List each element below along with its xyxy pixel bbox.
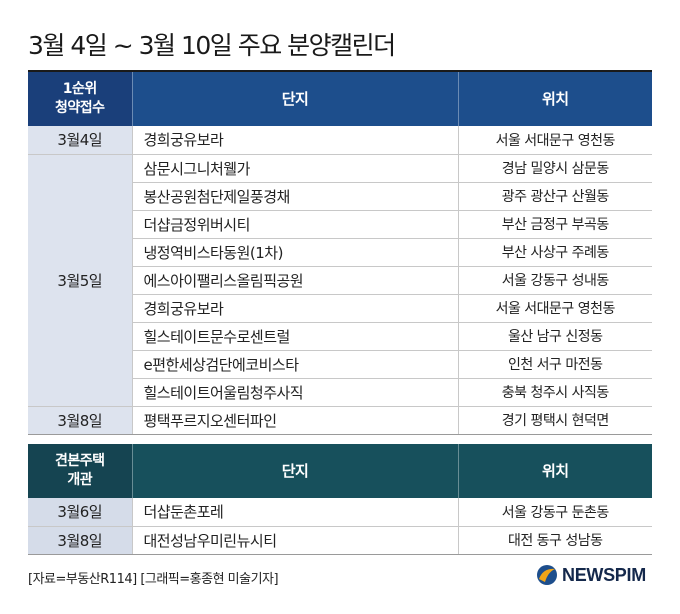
location-cell: 인천 서구 마전동	[457, 350, 652, 379]
location-cell: 대전 동구 성남동	[457, 526, 652, 555]
complex-name: 봉산공원첨단제일풍경채	[132, 182, 458, 211]
header-subscription-date: 1순위 청약접수	[28, 72, 132, 126]
table-row: 힐스테이트어울림청주사직 충북 청주시 사직동	[28, 378, 652, 407]
newspim-logo-icon	[537, 565, 557, 585]
header-model-house-line2: 개관	[67, 472, 93, 488]
table-row: 경희궁유보라 서울 서대문구 영천동	[28, 294, 652, 323]
header-location: 위치	[457, 444, 652, 498]
table-row: 3월5일 삼문시그니처웰가 경남 밀양시 삼문동	[28, 154, 652, 407]
location-cell: 광주 광산구 산월동	[457, 182, 652, 211]
location-cell: 서울 서대문구 영천동	[457, 126, 652, 155]
page-title: 3월 4일 ~ 3월 10일 주요 분양캘린더	[28, 31, 396, 60]
table-row: 봉산공원첨단제일풍경채 광주 광산구 산월동	[28, 182, 652, 211]
location-cell: 경남 밀양시 삼문동	[457, 154, 652, 183]
table-row: 더샵금정위버시티 부산 금정구 부곡동	[28, 210, 652, 239]
complex-name: 냉정역비스타동원(1차)	[132, 238, 458, 267]
table-row: 3월8일 평택푸르지오센터파인 경기 평택시 현덕면	[28, 406, 652, 435]
location-cell: 부산 금정구 부곡동	[457, 210, 652, 239]
complex-name: 에스아이팰리스올림픽공원	[132, 266, 458, 295]
brand-name: NEWSPIM	[562, 564, 646, 585]
brand-logo: NEWSPIM	[536, 564, 646, 586]
complex-name: 평택푸르지오센터파인	[132, 406, 458, 435]
date-cell: 3월6일	[28, 498, 133, 527]
table-row: 3월4일 경희궁유보라 서울 서대문구 영천동	[28, 126, 652, 155]
title-divider	[28, 70, 652, 72]
header-subscription-date-line2: 청약접수	[54, 100, 105, 116]
source-credit: [자료=부동산R114] [그래픽=홍종현 미술기자]	[28, 572, 279, 587]
header-complex: 단지	[131, 72, 458, 126]
complex-name: 힐스테이트문수로센트럴	[132, 322, 458, 351]
header-subscription-date-line1: 1순위	[62, 81, 98, 97]
subscription-table-header: 1순위 청약접수 단지 위치	[28, 72, 652, 126]
header-location: 위치	[457, 72, 652, 126]
table-row: 3월8일 대전성남우미린뉴시티 대전 동구 성남동	[28, 526, 652, 555]
location-cell: 울산 남구 신정동	[457, 322, 652, 351]
location-cell: 충북 청주시 사직동	[457, 378, 652, 407]
date-cell: 3월4일	[28, 126, 133, 155]
location-cell: 경기 평택시 현덕면	[457, 406, 652, 435]
complex-name: 대전성남우미린뉴시티	[132, 526, 458, 555]
complex-name: 삼문시그니처웰가	[132, 154, 458, 183]
complex-name: 경희궁유보라	[132, 126, 458, 155]
complex-name: e편한세상검단에코비스타	[132, 350, 458, 379]
table-row: 3월6일 더샵둔촌포레 서울 강동구 둔촌동	[28, 498, 652, 527]
complex-name: 더샵금정위버시티	[132, 210, 458, 239]
complex-name: 더샵둔촌포레	[132, 498, 458, 527]
table-row: 힐스테이트문수로센트럴 울산 남구 신정동	[28, 322, 652, 351]
header-model-house-line1: 견본주택	[54, 453, 105, 469]
date-cell: 3월5일	[28, 154, 133, 407]
subscription-table: 1순위 청약접수 단지 위치 3월4일 경희궁유보라 서울 서대문구 영천동 3…	[28, 72, 652, 435]
complex-name: 경희궁유보라	[132, 294, 458, 323]
location-cell: 서울 강동구 둔촌동	[457, 498, 652, 527]
date-cell: 3월8일	[28, 406, 133, 435]
location-cell: 서울 강동구 성내동	[457, 266, 652, 295]
model-house-table-header: 견본주택 개관 단지 위치	[28, 444, 652, 498]
table-row: e편한세상검단에코비스타 인천 서구 마전동	[28, 350, 652, 379]
table-row: 냉정역비스타동원(1차) 부산 사상구 주례동	[28, 238, 652, 267]
table-row: 에스아이팰리스올림픽공원 서울 강동구 성내동	[28, 266, 652, 295]
location-cell: 부산 사상구 주례동	[457, 238, 652, 267]
header-model-house-opening: 견본주택 개관	[28, 444, 132, 498]
model-house-table: 견본주택 개관 단지 위치 3월6일 더샵둔촌포레 서울 강동구 둔촌동 3월8…	[28, 444, 652, 555]
date-cell: 3월8일	[28, 526, 133, 555]
header-complex: 단지	[131, 444, 458, 498]
location-cell: 서울 서대문구 영천동	[457, 294, 652, 323]
complex-name: 힐스테이트어울림청주사직	[132, 378, 458, 407]
